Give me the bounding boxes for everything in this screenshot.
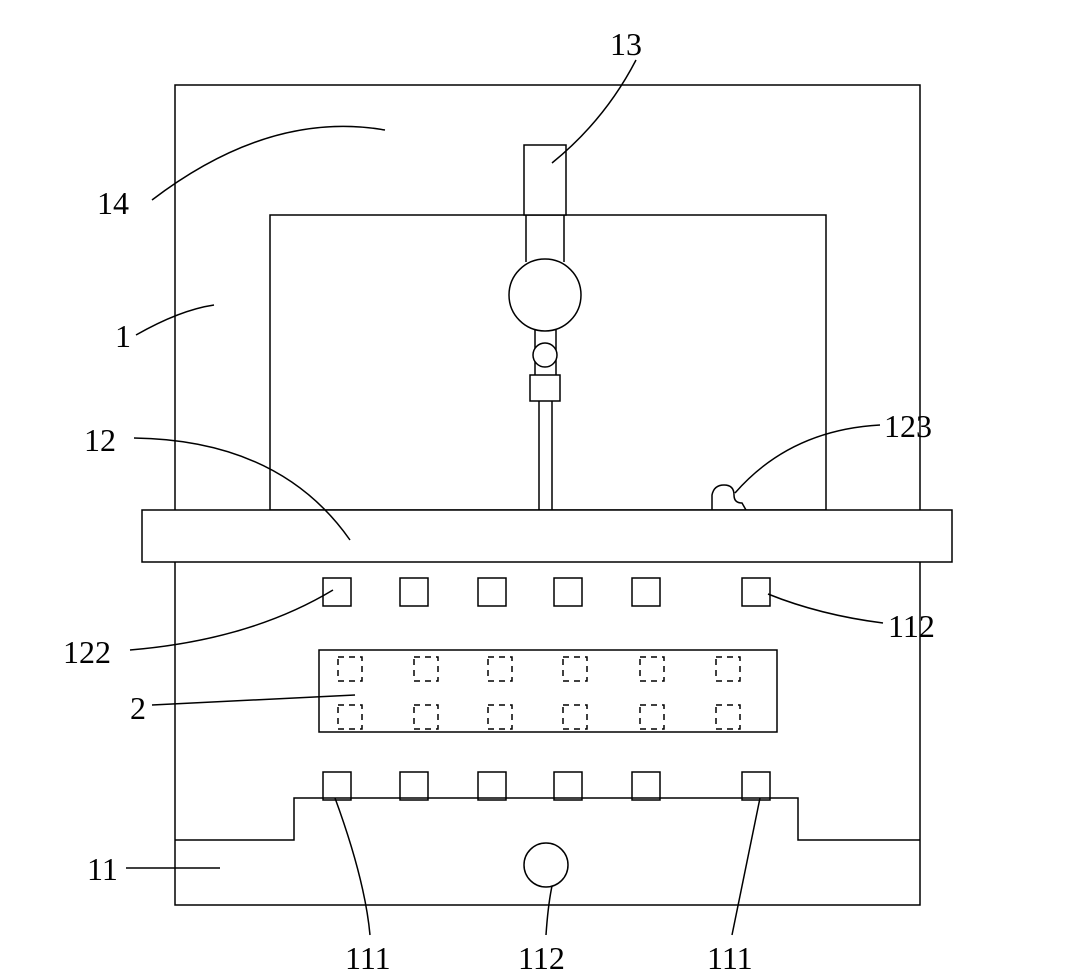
square-row1-2 (478, 578, 506, 606)
leader-l112 (768, 594, 883, 623)
square-row1-5 (742, 578, 770, 606)
square-row2-2 (488, 657, 512, 681)
square-row2-4 (640, 657, 664, 681)
square-row4-1 (400, 772, 428, 800)
square-row2-3 (563, 657, 587, 681)
square-row4-0 (323, 772, 351, 800)
leader-l112_bot (546, 886, 552, 935)
label-111: 111 (345, 940, 391, 977)
square-row1-0 (323, 578, 351, 606)
label-122: 122 (63, 634, 111, 671)
leader-l2 (152, 695, 355, 705)
square-row2-0 (338, 657, 362, 681)
label-123: 123 (884, 408, 932, 445)
label-112: 112 (518, 940, 565, 977)
label-112: 112 (888, 608, 935, 645)
square-row3-0 (338, 705, 362, 729)
square-row4-5 (742, 772, 770, 800)
tiny-block (530, 375, 560, 401)
square-row2-1 (414, 657, 438, 681)
square-row3-2 (488, 705, 512, 729)
square-row1-3 (554, 578, 582, 606)
label-111: 111 (707, 940, 753, 977)
leader-l122 (130, 590, 333, 650)
square-row4-4 (632, 772, 660, 800)
joint-circle (533, 343, 557, 367)
lower-circle (524, 843, 568, 887)
crossbar (142, 510, 952, 562)
label-12: 12 (84, 422, 116, 459)
technical-diagram (0, 0, 1080, 975)
hook-123 (712, 485, 746, 510)
upper-circle (509, 259, 581, 331)
square-row2-5 (716, 657, 740, 681)
top-column (524, 145, 566, 215)
inner-box-2 (319, 650, 777, 732)
leader-l123 (735, 425, 880, 493)
square-row3-5 (716, 705, 740, 729)
square-row3-1 (414, 705, 438, 729)
square-row3-4 (640, 705, 664, 729)
label-13: 13 (610, 26, 642, 63)
label-11: 11 (87, 851, 118, 888)
square-row4-3 (554, 772, 582, 800)
square-row4-2 (478, 772, 506, 800)
square-row1-1 (400, 578, 428, 606)
label-14: 14 (97, 185, 129, 222)
base-ledge (175, 798, 920, 840)
leader-l111_right (732, 798, 760, 935)
square-row1-4 (632, 578, 660, 606)
leader-l111_left (335, 798, 370, 935)
label-1: 1 (115, 318, 131, 355)
square-row3-3 (563, 705, 587, 729)
leader-l14 (152, 126, 385, 200)
label-2: 2 (130, 690, 146, 727)
